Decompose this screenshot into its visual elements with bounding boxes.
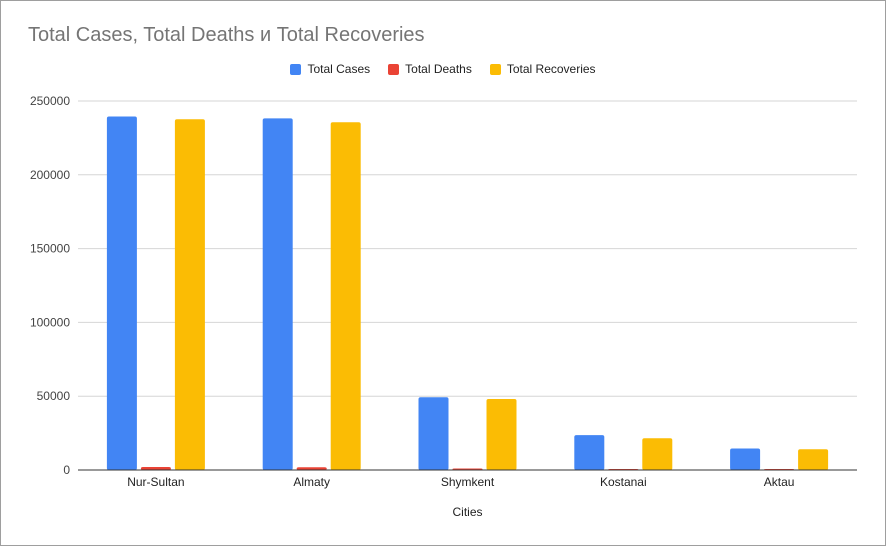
bar-total-recoveries-almaty [330, 122, 361, 471]
x-tick-label: Shymkent [441, 475, 495, 489]
bar-total-cases-shymkent [418, 397, 449, 470]
legend-swatch-total-cases [290, 63, 302, 75]
legend-label-total-deaths: Total Deaths [405, 62, 472, 76]
x-axis-ticks: Nur-Sultan Almaty Shymkent Kostanai Aktau [127, 475, 794, 489]
legend-swatch-total-recoveries [489, 63, 501, 75]
bar-total-deaths-almaty [296, 467, 327, 470]
legend-item-total-recoveries: Total Recoveries [489, 62, 596, 76]
legend-swatch-total-deaths [388, 63, 400, 75]
x-tick-label: Nur-Sultan [127, 475, 184, 489]
x-tick-label: Kostanai [600, 475, 647, 489]
bar-total-cases-kostanai [574, 435, 605, 470]
x-axis-title: Cities [452, 505, 482, 519]
chart-title: Total Cases, Total Deaths и Total Recove… [28, 24, 425, 46]
x-tick-label: Aktau [764, 475, 795, 489]
bar-total-cases-almaty [262, 118, 293, 470]
bar-total-recoveries-shymkent [486, 399, 517, 470]
bar-total-recoveries-kostanai [642, 438, 673, 470]
gridlines [78, 100, 857, 397]
legend-label-total-recoveries: Total Recoveries [506, 62, 596, 76]
y-tick-label: 100000 [30, 315, 70, 329]
legend-label-total-cases: Total Cases [307, 62, 371, 76]
y-tick-label: 200000 [30, 168, 70, 182]
bar-total-recoveries-aktau [798, 449, 829, 470]
bar-total-cases-nur-sultan [106, 116, 137, 471]
bar-total-cases-aktau [730, 448, 761, 470]
y-tick-label: 250000 [30, 94, 70, 108]
bar-total-recoveries-nur-sultan [174, 119, 205, 470]
bars [106, 116, 829, 471]
chart-legend: Total Cases Total Deaths Total Recoverie… [0, 62, 886, 76]
y-tick-label: 50000 [37, 389, 71, 403]
bar-total-deaths-nur-sultan [140, 467, 171, 470]
y-tick-label: 150000 [30, 242, 70, 256]
x-tick-label: Almaty [293, 475, 330, 489]
legend-item-total-deaths: Total Deaths [388, 62, 472, 76]
legend-item-total-cases: Total Cases [290, 62, 370, 76]
y-tick-label: 0 [63, 463, 70, 477]
y-axis-ticks: 0 50000 100000 150000 200000 250000 [30, 94, 70, 477]
